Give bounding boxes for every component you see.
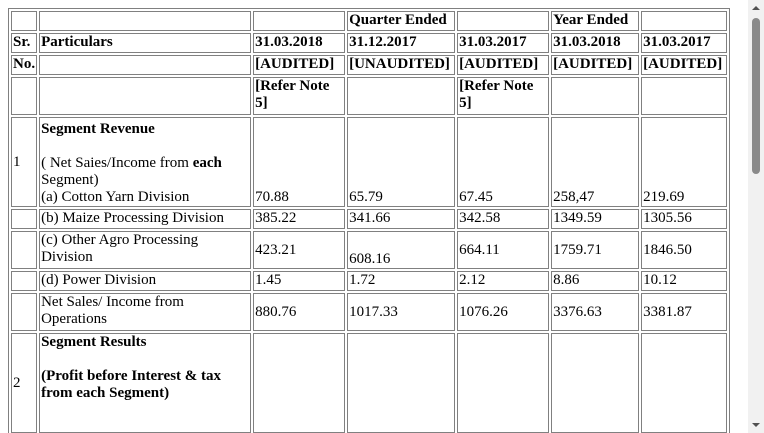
audit-status: [UNAUDITED] [347,55,456,75]
segment-table: Quarter Ended Year Ended Sr. Particulars… [8,8,731,433]
section-title: Segment Results [41,334,147,350]
empty-cell [253,11,346,31]
value-cell: 341.66 [347,209,456,229]
table-row: 2 Segment Results (Profit before Interes… [11,333,728,433]
value-cell: 67.45 [457,117,550,207]
empty-cell [253,333,346,433]
empty-cell [39,55,252,75]
audit-status: [AUDITED] [253,55,346,75]
row-label: (a) Cotton Yarn Division [41,189,190,205]
empty-cell [551,333,640,433]
value-cell: 423.21 [253,231,346,269]
value-cell: 258,47 [551,117,640,207]
value-cell: 608.16 [347,231,456,269]
value-cell: 8.86 [551,271,640,291]
value-cell: 3381.87 [641,293,728,331]
particulars-cell: Segment Results (Profit before Interest … [39,333,252,433]
audit-status: [AUDITED] [551,55,640,75]
empty-cell [39,77,252,115]
value-cell: 3376.63 [551,293,640,331]
row-label: (d) Power Division [39,271,252,291]
value-cell: 1017.33 [347,293,456,331]
refer-note: [Refer Note 5] [253,77,346,115]
value-cell: 342.58 [457,209,550,229]
value-cell: 2.12 [457,271,550,291]
empty-cell [11,77,38,115]
quarter-ended-heading: Quarter Ended [347,11,456,31]
empty-cell [641,333,728,433]
serial-number: 2 [11,333,38,433]
empty-cell [347,333,456,433]
row-label: Net Sales/ Income from Operations [39,293,252,331]
refer-note: [Refer Note 5] [457,77,550,115]
date-heading: 31.03.2017 [457,33,550,53]
value-cell: 1759.71 [551,231,640,269]
empty-cell [11,11,38,31]
value-cell: 1846.50 [641,231,728,269]
empty-cell [11,271,38,291]
header-row-4: [Refer Note 5] [Refer Note 5] [11,77,728,115]
value-cell: 1349.59 [551,209,640,229]
serial-number: 1 [11,117,38,207]
empty-cell [641,77,728,115]
scroll-down-arrow-icon[interactable] [748,417,764,433]
particulars-heading: Particulars [39,33,252,53]
header-row-3: No. [AUDITED] [UNAUDITED] [AUDITED] [AUD… [11,55,728,75]
value-cell: 385.22 [253,209,346,229]
value-cell: 10.12 [641,271,728,291]
table-row: (b) Maize Processing Division 385.22 341… [11,209,728,229]
year-ended-heading: Year Ended [551,11,640,31]
value-cell: 664.11 [457,231,550,269]
row-label: (c) Other Agro Processing Division [39,231,252,269]
audit-status: [AUDITED] [457,55,550,75]
value-cell: 219.69 [641,117,728,207]
scroll-up-arrow-icon[interactable] [748,0,764,16]
empty-cell [551,77,640,115]
sr-heading: Sr. [11,33,38,53]
empty-cell [11,293,38,331]
date-heading: 31.03.2018 [551,33,640,53]
section-subtitle: ( Net Saies/Income from each Segment) [41,155,222,188]
row-label: (b) Maize Processing Division [39,209,252,229]
header-row-1: Quarter Ended Year Ended [11,11,728,31]
empty-cell [347,77,456,115]
document-view: Quarter Ended Year Ended Sr. Particulars… [8,8,731,433]
no-heading: No. [11,55,38,75]
value-cell: 1305.56 [641,209,728,229]
table-row: 1 Segment Revenue ( Net Saies/Income fro… [11,117,728,207]
scrollbar-thumb[interactable] [752,18,760,174]
empty-cell [39,11,252,31]
value-cell: 1076.26 [457,293,550,331]
header-row-2: Sr. Particulars 31.03.2018 31.12.2017 31… [11,33,728,53]
value-cell: 65.79 [347,117,456,207]
value-cell: 1.45 [253,271,346,291]
value-cell: 70.88 [253,117,346,207]
section-subtitle: (Profit before Interest & tax from each … [41,368,222,401]
empty-cell [457,11,550,31]
empty-cell [11,209,38,229]
empty-cell [11,231,38,269]
table-row: (d) Power Division 1.45 1.72 2.12 8.86 1… [11,271,728,291]
empty-cell [457,333,550,433]
date-heading: 31.12.2017 [347,33,456,53]
section-title: Segment Revenue [41,121,155,137]
value-cell: 880.76 [253,293,346,331]
table-row: (c) Other Agro Processing Division 423.2… [11,231,728,269]
date-heading: 31.03.2018 [253,33,346,53]
vertical-scrollbar[interactable] [748,0,764,433]
particulars-cell: Segment Revenue ( Net Saies/Income from … [39,117,252,207]
empty-cell [641,11,728,31]
value-cell: 1.72 [347,271,456,291]
audit-status: [AUDITED] [641,55,728,75]
date-heading: 31.03.2017 [641,33,728,53]
table-row: Net Sales/ Income from Operations 880.76… [11,293,728,331]
